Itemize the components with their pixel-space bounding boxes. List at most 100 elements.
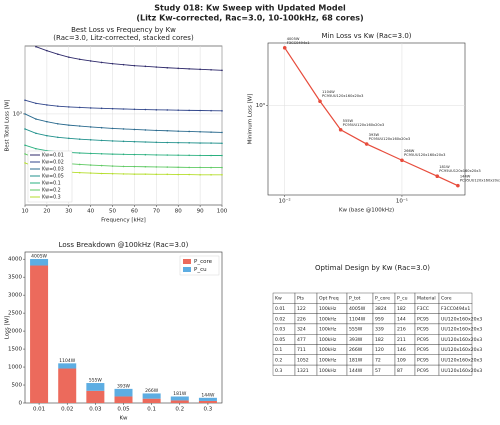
point-label: PC95UU120x160x20x3 (343, 123, 384, 127)
y-tick-label: 10³ (256, 102, 265, 109)
chart-subtitle: (Rac=3.0, Litz-corrected, stacked cores) (53, 34, 194, 42)
data-point (166, 166, 169, 168)
bar-segment (142, 393, 161, 399)
table-cell-text: 87 (397, 368, 403, 374)
table-cell-text: 711 (297, 347, 306, 353)
data-point (188, 173, 190, 176)
table-cell-text: 324 (297, 327, 306, 333)
table-cell-text: 100kHz (319, 337, 337, 343)
data-point (199, 142, 201, 144)
data-point (111, 62, 114, 65)
table-title: Optimal Design by Kw (Rac=3.0) (315, 264, 430, 272)
table-header: Pts (297, 296, 305, 302)
table-cell-text: PC95 (417, 368, 429, 374)
data-point (24, 144, 26, 146)
data-point (199, 166, 201, 169)
data-point (67, 56, 70, 58)
y-axis-label: Loss [W] (5, 316, 11, 340)
data-point (338, 127, 343, 132)
data-point (199, 173, 201, 176)
table-cell-text: 146 (397, 347, 406, 353)
y-tick-label: 2500 (8, 311, 22, 317)
table-cell-text: 216 (397, 327, 406, 333)
table-cell-text: 339 (375, 327, 384, 333)
x-tick-label: 10⁻¹ (396, 198, 408, 205)
table-cell-text: 393W (349, 337, 363, 343)
data-point (78, 58, 81, 61)
data-point (400, 158, 404, 163)
data-point (100, 139, 103, 142)
data-point (122, 173, 125, 175)
x-axis-label: Kw (119, 416, 128, 422)
table-cell-text: 555W (349, 327, 363, 333)
bar-segment (198, 400, 217, 403)
data-point (24, 162, 26, 164)
data-point (100, 172, 103, 175)
data-point (199, 130, 201, 133)
data-point (144, 173, 147, 175)
data-point (111, 153, 114, 155)
data-label: 4005W (287, 37, 300, 41)
data-point (111, 140, 114, 142)
data-point (177, 141, 180, 144)
data-point (46, 49, 48, 52)
data-point (89, 152, 92, 155)
table-cell-text: PC95 (417, 347, 429, 353)
bar-segment (58, 363, 77, 369)
data-point (166, 129, 169, 132)
data-point (89, 164, 92, 166)
table-cell-text: 100kHz (319, 306, 337, 312)
total-label: 393W (117, 383, 131, 389)
table-cell-text: 4005W (349, 306, 366, 312)
data-label: 266W (404, 149, 415, 153)
y-axis-label: Best Total Loss [W] (5, 99, 11, 151)
data-point (35, 102, 37, 105)
table-cell-text: 0.01 (275, 306, 285, 312)
table-cell-text: 1104W (349, 316, 366, 322)
data-point (67, 106, 70, 108)
data-point (166, 66, 169, 69)
bar-segment (170, 400, 189, 403)
legend-label: Kw=0.05 (42, 174, 64, 180)
data-point (111, 107, 114, 110)
chart-title: Loss Breakdown @100kHz (Rac=3.0) (59, 241, 189, 249)
bar-segment (198, 397, 217, 401)
bar-segment (114, 388, 133, 397)
data-point (177, 154, 180, 156)
x-tick-label: 70 (153, 209, 160, 215)
data-point (221, 166, 223, 169)
y-tick-label: 500 (12, 383, 23, 389)
data-point (78, 138, 81, 140)
data-point (46, 134, 48, 137)
data-point (133, 64, 136, 67)
data-point (210, 154, 212, 157)
figure-title: Study 018: Kw Sweep with Updated Model (154, 4, 346, 13)
data-point (24, 128, 26, 130)
data-point (46, 120, 48, 123)
data-point (78, 106, 81, 109)
data-point (122, 165, 125, 168)
data-point (57, 123, 59, 125)
data-point (89, 107, 92, 109)
point-label: PC95UU120x160x20x3 (322, 94, 363, 98)
data-point (166, 109, 169, 111)
table-cell-text: UU120x160x20x3 (441, 357, 482, 363)
data-point (57, 105, 59, 107)
chart-title: Best Loss vs Frequency by Kw (71, 26, 176, 34)
data-point (177, 109, 180, 111)
legend-swatch (183, 267, 191, 272)
data-point (122, 108, 125, 110)
data-point (111, 165, 114, 167)
data-point (122, 140, 125, 143)
data-point (282, 46, 287, 50)
table-cell-text: 959 (375, 316, 384, 322)
total-label: 4005W (31, 254, 47, 260)
table-header: Core (441, 296, 452, 302)
data-point (35, 147, 37, 150)
table-header: P_core (375, 296, 390, 302)
x-tick-label: 40 (87, 209, 94, 215)
data-point (100, 61, 103, 64)
table-cell-text: UU120x160x20x3 (441, 316, 482, 322)
data-point (57, 136, 59, 139)
data-point (100, 164, 103, 167)
